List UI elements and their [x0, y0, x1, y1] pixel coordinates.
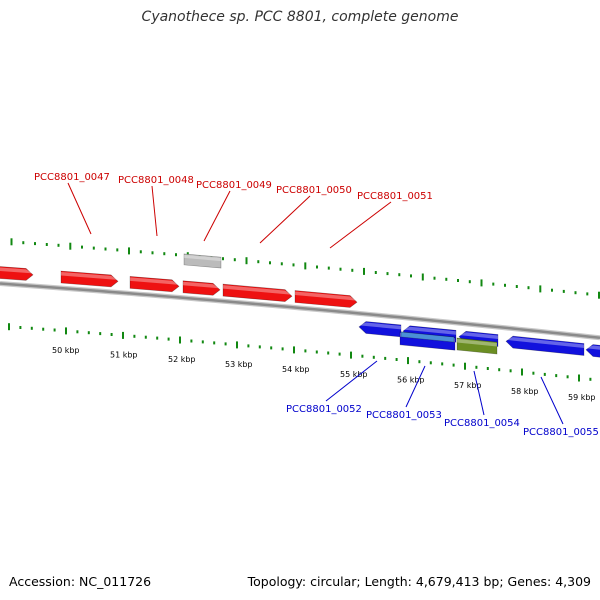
leader-line: [203, 190, 231, 242]
scale-label: 50 kbp: [52, 346, 80, 355]
forward-gene-arrow: [182, 280, 221, 296]
gene-highlight-box-gloss: [457, 339, 497, 347]
forward-gene-arrow: [222, 283, 293, 302]
inner-tick-track: [8, 323, 592, 382]
reverse-gene-arrow-gloss: [586, 345, 600, 350]
leader-line: [67, 182, 92, 235]
leader-line: [151, 185, 158, 237]
backbone-line: [0, 282, 600, 340]
forward-gene-arrow: [0, 266, 34, 281]
leader-line: [325, 360, 378, 402]
map-title: Cyanothece sp. PCC 8801, complete genome: [141, 9, 459, 25]
forward-gene-arrow-gloss: [61, 272, 118, 280]
forward-gene-arrow: [129, 276, 180, 293]
forward-gene-arrow-gloss: [130, 277, 179, 285]
gene-label-pcc8801_0049: PCC8801_0049: [196, 180, 272, 191]
genome-summary-text: Topology: circular; Length: 4,679,413 bp…: [247, 574, 591, 589]
gene-label-pcc8801_0050: PCC8801_0050: [276, 185, 352, 196]
reverse-gene-arrow-gloss: [506, 337, 584, 348]
forward-gene-arrow-gloss: [295, 291, 357, 301]
gene-highlight-box: [456, 337, 498, 355]
leader-line: [329, 201, 392, 249]
forward-gene-arrow-gloss: [223, 285, 292, 295]
leader-line: [473, 370, 485, 416]
gene-highlight-box: [400, 331, 455, 343]
scale-label: 54 kbp: [282, 365, 310, 374]
scale-label: 52 kbp: [168, 355, 196, 364]
gene-label-pcc8801_0047: PCC8801_0047: [34, 172, 110, 183]
leader-line: [259, 195, 311, 244]
label-leader-lines: [67, 182, 564, 425]
scale-label: 58 kbp: [511, 387, 539, 396]
gene-label-pcc8801_0051: PCC8801_0051: [357, 191, 433, 202]
scale-label: 57 kbp: [454, 381, 482, 390]
scale-label: 51 kbp: [110, 350, 138, 359]
scale-label: 53 kbp: [225, 360, 253, 369]
gene-label-pcc8801_0054: PCC8801_0054: [444, 418, 520, 429]
leader-line: [405, 365, 426, 408]
reverse-gene-arrow-gloss: [403, 326, 456, 335]
gene-track: [0, 253, 600, 358]
forward-gene-arrow: [60, 270, 119, 288]
accession-text: Accession: NC_011726: [9, 574, 152, 589]
forward-gene-arrow-gloss: [183, 281, 220, 289]
rna-gene-box: [183, 253, 222, 269]
leader-line: [540, 376, 564, 425]
gene-label-pcc8801_0048: PCC8801_0048: [118, 175, 194, 186]
scale-label: 56 kbp: [397, 376, 425, 385]
reverse-gene-arrow-gloss: [459, 332, 498, 339]
reverse-gene-arrow: [505, 335, 585, 356]
forward-gene-arrow: [294, 290, 358, 308]
gene-label-pcc8801_0053: PCC8801_0053: [366, 410, 442, 421]
genome-backbone: [0, 281, 600, 341]
forward-gene-arrow-gloss: [0, 267, 33, 274]
reverse-gene-arrow: [585, 344, 600, 358]
gene-label-pcc8801_0052: PCC8801_0052: [286, 404, 362, 415]
scale-label: 59 kbp: [568, 393, 596, 402]
gene-labels: PCC8801_0047 PCC8801_0048 PCC8801_0049 PCC8…: [34, 172, 599, 438]
gene-label-pcc8801_0055: PCC8801_0055: [523, 427, 599, 438]
rna-gene-box-gloss: [184, 254, 221, 262]
reverse-gene-arrow-gloss: [359, 322, 401, 330]
scale-label: 55 kbp: [340, 370, 368, 379]
scale-labels: 50 kbp 51 kbp 52 kbp 53 kbp 54 kbp 55 kbp 56 k…: [52, 346, 596, 402]
